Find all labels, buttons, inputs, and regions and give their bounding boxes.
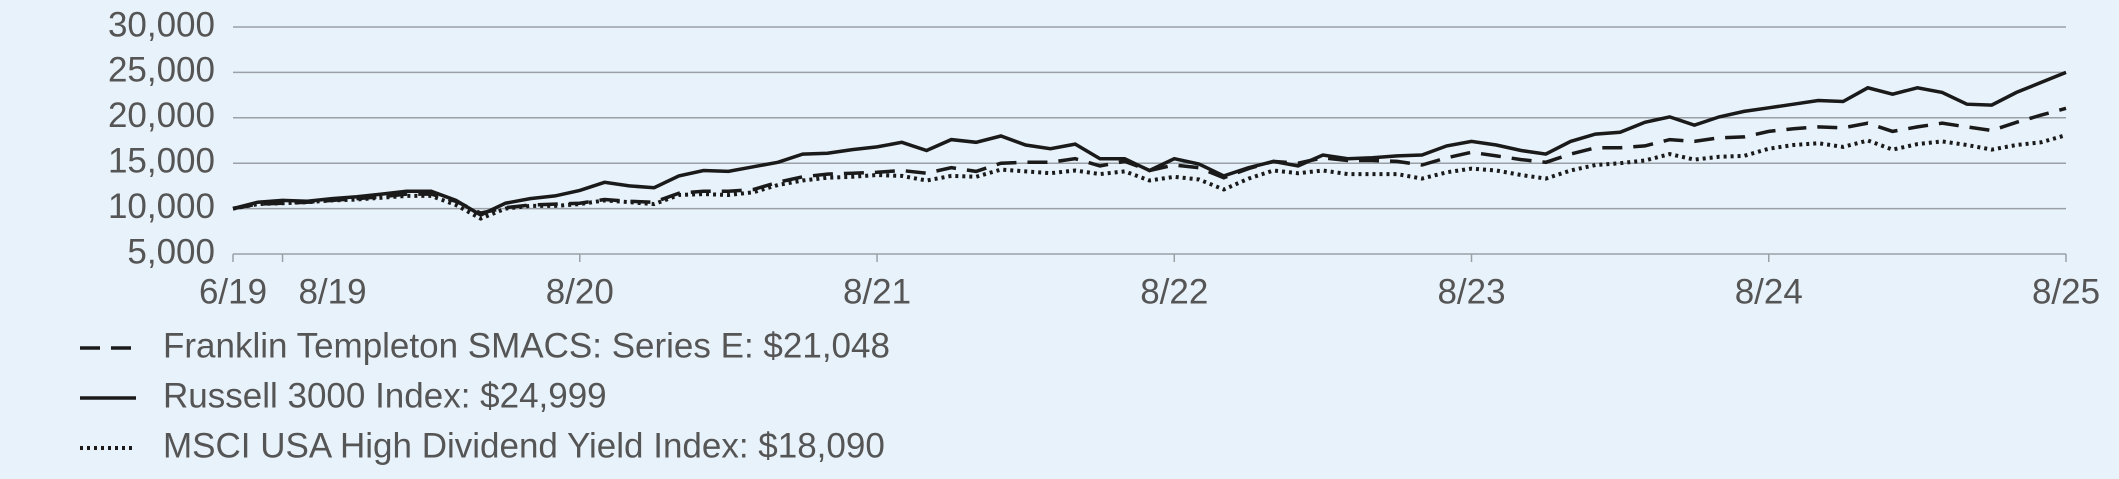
y-tick-label: 15,000 <box>108 141 215 180</box>
series-line <box>232 106 2067 215</box>
y-tick-label: 30,000 <box>108 5 215 44</box>
series-line <box>232 70 2067 217</box>
x-tick-label: 8/24 <box>1735 272 1803 311</box>
legend-label: MSCI USA High Dividend Yield Index: $18,… <box>163 426 885 465</box>
y-tick-label: 25,000 <box>108 51 215 90</box>
legend-label: Franklin Templeton SMACS: Series E: $21,… <box>163 326 890 365</box>
x-tick-label: 6/19 <box>199 272 267 311</box>
series-line <box>232 133 2067 221</box>
x-tick-label: 8/25 <box>2032 272 2100 311</box>
legend-label: Russell 3000 Index: $24,999 <box>163 376 607 415</box>
y-tick-label: 20,000 <box>108 96 215 135</box>
x-tick-label: 8/22 <box>1140 272 1208 311</box>
x-tick-label: 8/20 <box>546 272 614 311</box>
x-tick-label: 8/23 <box>1437 272 1505 311</box>
x-tick-label: 8/21 <box>843 272 911 311</box>
y-tick-label: 10,000 <box>108 187 215 226</box>
x-tick-label: 8/19 <box>298 272 366 311</box>
y-tick-label: 5,000 <box>127 232 215 271</box>
